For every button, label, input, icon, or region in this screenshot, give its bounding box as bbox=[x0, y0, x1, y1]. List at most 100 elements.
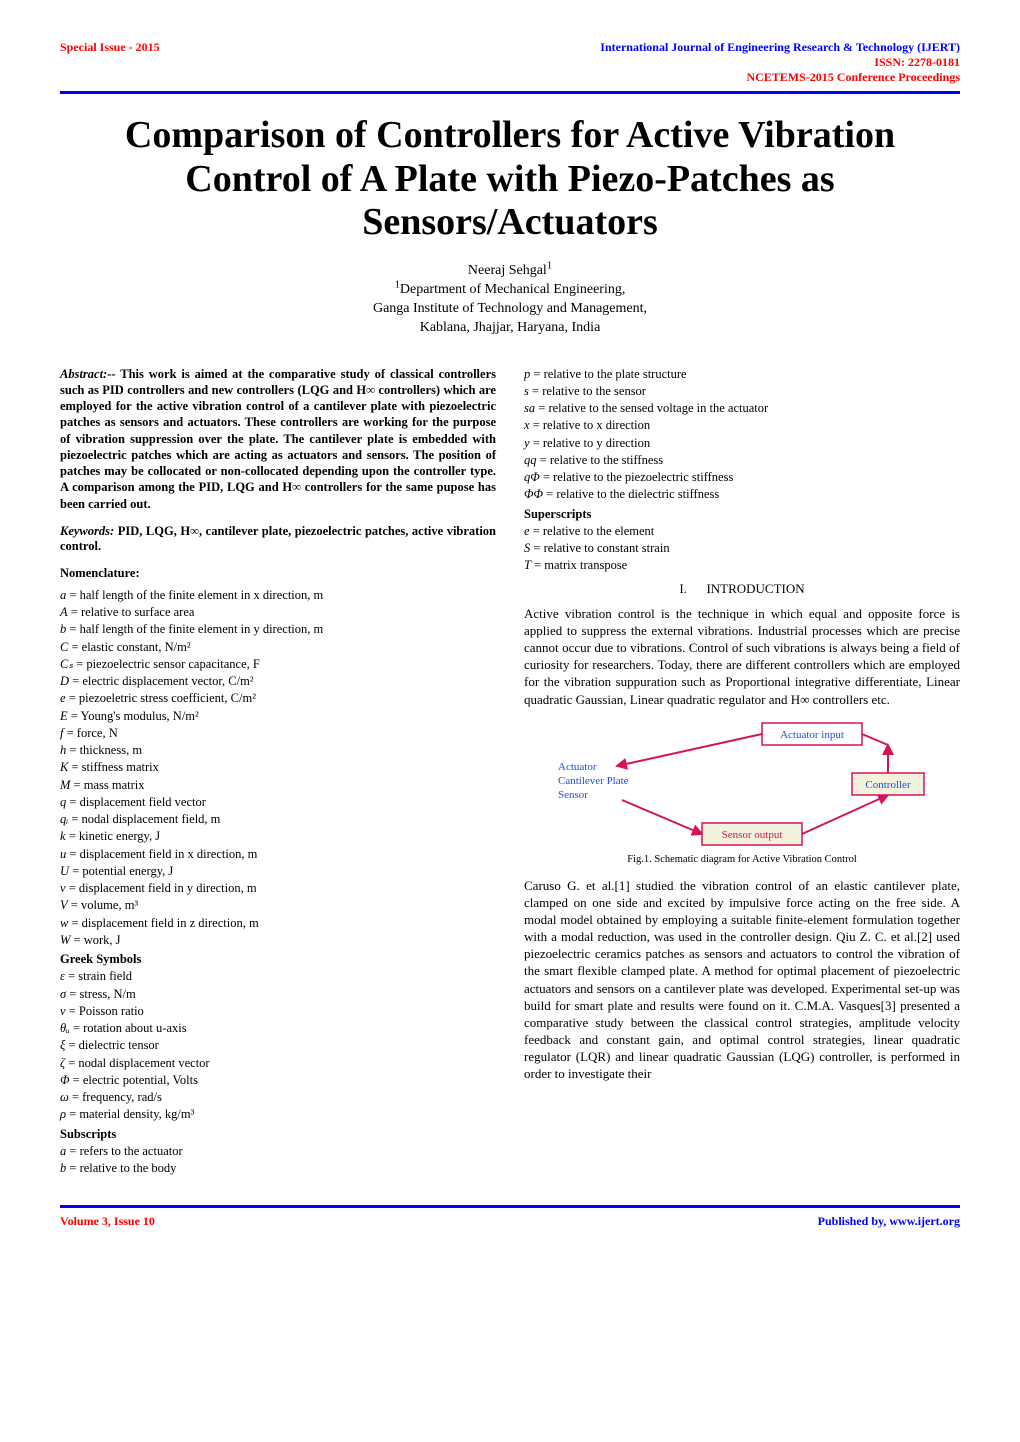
subscripts-heading: Subscripts bbox=[60, 1126, 496, 1143]
header-right: International Journal of Engineering Res… bbox=[600, 40, 960, 85]
nomenclature-item: q = displacement field vector bbox=[60, 794, 496, 811]
definition: half length of the finite element in x d… bbox=[80, 588, 324, 602]
definition: relative to the stiffness bbox=[550, 453, 663, 467]
definition: mass matrix bbox=[84, 778, 145, 792]
nomenclature-item: ω = frequency, rad/s bbox=[60, 1089, 496, 1106]
definition: Young's modulus, N/m² bbox=[80, 709, 198, 723]
svg-text:Sensor: Sensor bbox=[558, 789, 588, 801]
symbol: σ bbox=[60, 987, 66, 1001]
definition: dielectric tensor bbox=[79, 1038, 159, 1052]
symbol: a bbox=[60, 588, 66, 602]
nomenclature-item: u = displacement field in x direction, m bbox=[60, 846, 496, 863]
definition: electric displacement vector, C/m² bbox=[82, 674, 253, 688]
superscripts-heading: Superscripts bbox=[524, 506, 960, 523]
figure-1: Actuator inputControllerSensor outputAct… bbox=[524, 718, 960, 848]
definition: relative to the sensed voltage in the ac… bbox=[548, 401, 768, 415]
symbol: x bbox=[524, 418, 530, 432]
footer-left: Volume 3, Issue 10 bbox=[60, 1214, 155, 1229]
footer-right: Published by, www.ijert.org bbox=[818, 1214, 960, 1229]
definition: refers to the actuator bbox=[80, 1144, 183, 1158]
symbol: b bbox=[60, 1161, 66, 1175]
symbol: k bbox=[60, 829, 66, 843]
definition: work, J bbox=[84, 933, 121, 947]
header-rule bbox=[60, 91, 960, 94]
nomenclature-item: Cₛ = piezoelectric sensor capacitance, F bbox=[60, 656, 496, 673]
abstract-block: Abstract:-- This work is aimed at the co… bbox=[60, 366, 496, 512]
nomenclature-list: a = half length of the finite element in… bbox=[60, 587, 496, 949]
greek-symbols-block: Greek Symbols ε = strain fieldσ = stress… bbox=[60, 951, 496, 1124]
definition: relative to the sensor bbox=[542, 384, 646, 398]
symbol: M bbox=[60, 778, 70, 792]
nomenclature-item: M = mass matrix bbox=[60, 777, 496, 794]
nomenclature-item: σ = stress, N/m bbox=[60, 986, 496, 1003]
nomenclature-item: ξ = dielectric tensor bbox=[60, 1037, 496, 1054]
nomenclature-item: ρ = material density, kg/m³ bbox=[60, 1106, 496, 1123]
nomenclature-item: a = refers to the actuator bbox=[60, 1143, 496, 1160]
author-name: Neeraj Sehgal bbox=[468, 263, 547, 278]
svg-text:Actuator: Actuator bbox=[558, 761, 597, 773]
nomenclature-item: h = thickness, m bbox=[60, 742, 496, 759]
nomenclature-item: C = elastic constant, N/m² bbox=[60, 639, 496, 656]
symbol: qq bbox=[524, 453, 537, 467]
definition: relative to y direction bbox=[543, 436, 650, 450]
nomenclature-item: E = Young's modulus, N/m² bbox=[60, 708, 496, 725]
svg-text:Cantilever Plate: Cantilever Plate bbox=[558, 775, 629, 787]
symbol: sa bbox=[524, 401, 535, 415]
nomenclature-item: f = force, N bbox=[60, 725, 496, 742]
affil-line3: Kablana, Jhajjar, Haryana, India bbox=[60, 319, 960, 338]
definition: relative to the plate structure bbox=[544, 367, 687, 381]
definition: elastic constant, N/m² bbox=[82, 640, 191, 654]
nomenclature-item: S = relative to constant strain bbox=[524, 540, 960, 557]
header-left: Special Issue - 2015 bbox=[60, 40, 160, 85]
symbol: v bbox=[60, 881, 66, 895]
greek-heading: Greek Symbols bbox=[60, 951, 496, 968]
subscripts-block-right: p = relative to the plate structures = r… bbox=[524, 366, 960, 504]
symbol: h bbox=[60, 743, 66, 757]
definition: kinetic energy, J bbox=[79, 829, 160, 843]
affiliation-block: 1Department of Mechanical Engineering, G… bbox=[60, 281, 960, 338]
definition: relative to the element bbox=[543, 524, 654, 538]
conference-proceedings: NCETEMS-2015 Conference Proceedings bbox=[600, 70, 960, 85]
symbol: qΦ bbox=[524, 470, 540, 484]
footer-rule bbox=[60, 1205, 960, 1208]
paper-title: Comparison of Controllers for Active Vib… bbox=[60, 114, 960, 245]
nomenclature-item: Φ = electric potential, Volts bbox=[60, 1072, 496, 1089]
symbol: ν bbox=[60, 1004, 66, 1018]
nomenclature-item: qΦ = relative to the piezoelectric stiff… bbox=[524, 469, 960, 486]
nomenclature-item: ΦΦ = relative to the dielectric stiffnes… bbox=[524, 486, 960, 503]
section-1-title: INTRODUCTION bbox=[706, 581, 804, 596]
symbol: V bbox=[60, 898, 68, 912]
definition: strain field bbox=[78, 969, 132, 983]
affil-line2: Ganga Institute of Technology and Manage… bbox=[60, 300, 960, 319]
nomenclature-item: v = displacement field in y direction, m bbox=[60, 880, 496, 897]
definition: displacement field in x direction, m bbox=[80, 847, 258, 861]
definition: force, N bbox=[77, 726, 118, 740]
symbol: Cₛ bbox=[60, 657, 73, 671]
nomenclature-heading: Nomenclature: bbox=[60, 566, 496, 581]
left-column: Abstract:-- This work is aimed at the co… bbox=[60, 366, 496, 1178]
author-sup: 1 bbox=[547, 260, 552, 271]
nomenclature-item: sa = relative to the sensed voltage in t… bbox=[524, 400, 960, 417]
intro-paragraph-2: Caruso G. et al.[1] studied the vibratio… bbox=[524, 877, 960, 1083]
definition: stress, N/m bbox=[79, 987, 135, 1001]
nomenclature-item: b = relative to the body bbox=[60, 1160, 496, 1177]
symbol: e bbox=[60, 691, 66, 705]
svg-text:Actuator input: Actuator input bbox=[780, 729, 844, 741]
symbol: D bbox=[60, 674, 69, 688]
nomenclature-item: s = relative to the sensor bbox=[524, 383, 960, 400]
symbol: q bbox=[60, 795, 66, 809]
definition: relative to constant strain bbox=[544, 541, 670, 555]
nomenclature-item: qq = relative to the stiffness bbox=[524, 452, 960, 469]
definition: stiffness matrix bbox=[82, 760, 159, 774]
keywords-text: PID, LQG, H∞, cantilever plate, piezoele… bbox=[60, 524, 496, 553]
keywords-block: Keywords: PID, LQG, H∞, cantilever plate… bbox=[60, 524, 496, 554]
definition: relative to x direction bbox=[543, 418, 650, 432]
symbol: p bbox=[524, 367, 530, 381]
svg-text:Controller: Controller bbox=[865, 779, 911, 791]
figure-1-diagram: Actuator inputControllerSensor outputAct… bbox=[552, 718, 932, 848]
symbol: ζ bbox=[60, 1056, 65, 1070]
page-footer: Volume 3, Issue 10 Published by, www.ije… bbox=[60, 1214, 960, 1229]
definition: material density, kg/m³ bbox=[79, 1107, 194, 1121]
definition: half length of the finite element in y d… bbox=[80, 622, 324, 636]
symbol: y bbox=[524, 436, 530, 450]
